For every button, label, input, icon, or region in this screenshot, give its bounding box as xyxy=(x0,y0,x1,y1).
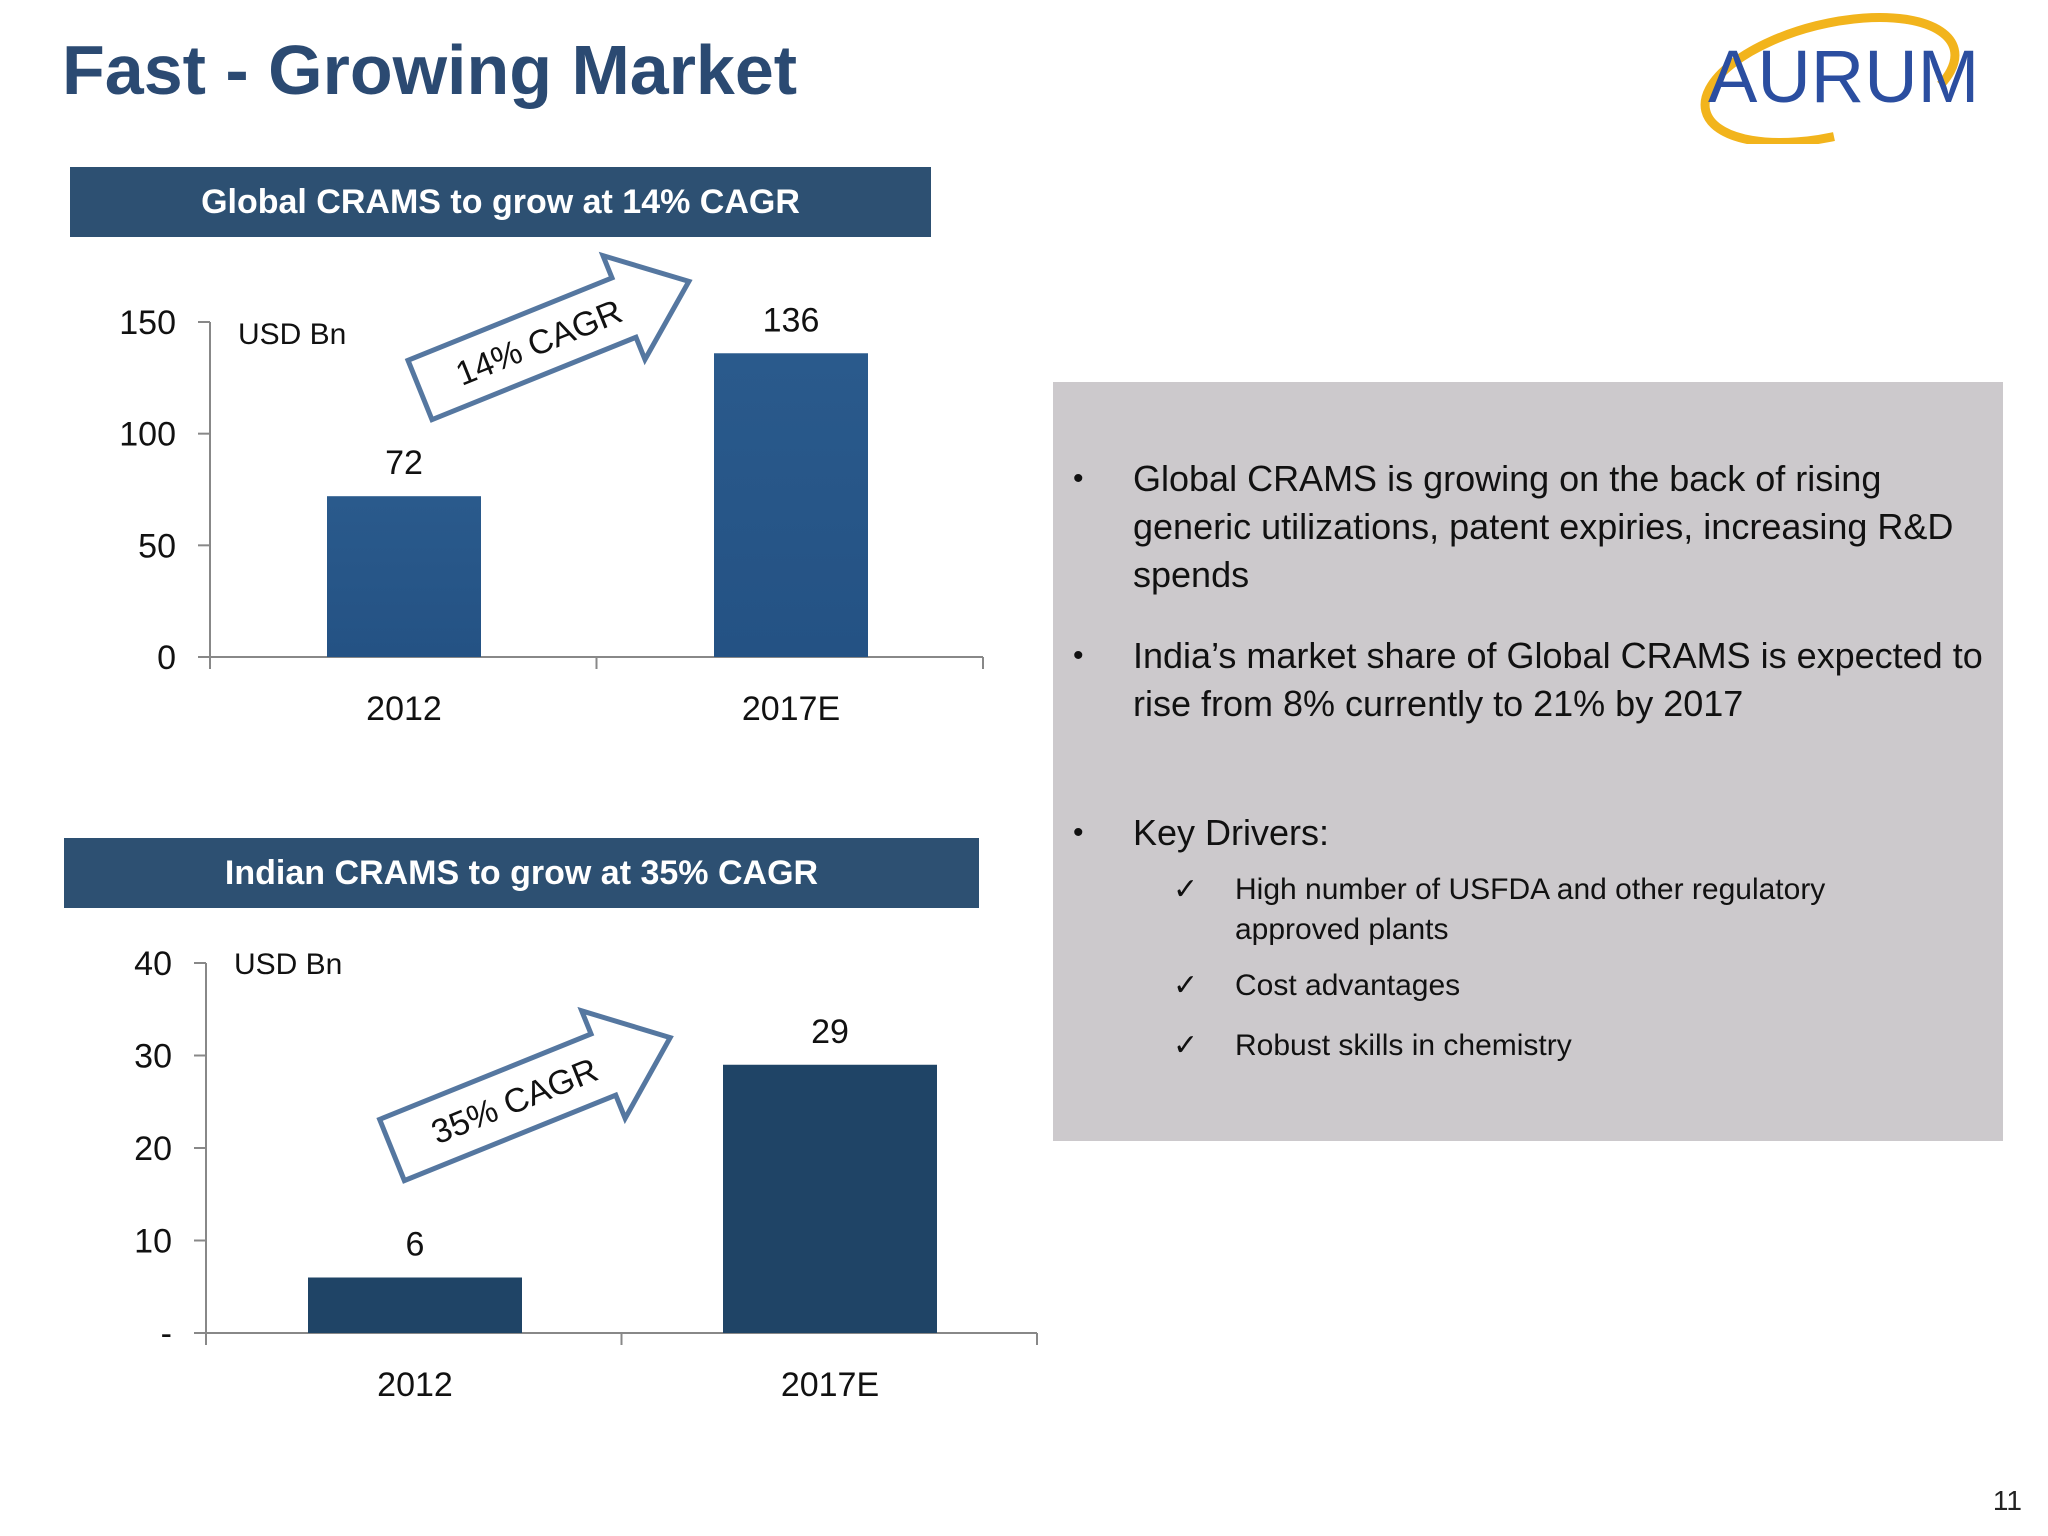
bullet-dot: • xyxy=(1073,639,1084,672)
key-points-panel: • Global CRAMS is growing on the back of… xyxy=(1053,382,2003,1141)
bullet-dot: • xyxy=(1073,816,1084,849)
chart2: - 10 20 30 40 USD Bn 6 2012 29 2017E 35% CAGR xyxy=(134,945,1038,1404)
bar xyxy=(723,1064,937,1333)
bullet-dot: • xyxy=(1073,462,1084,495)
chart2-header: Indian CRAMS to grow at 35% CAGR xyxy=(64,838,979,908)
check-icon: ✓ xyxy=(1173,873,1199,906)
y-tick-label: 30 xyxy=(134,1038,172,1076)
cagr-arrow: 35% CAGR xyxy=(376,1006,674,1184)
bullet-text: India’s market share of Global CRAMS is … xyxy=(1133,635,1983,724)
y-tick-label: 40 xyxy=(134,945,172,983)
check-icon: ✓ xyxy=(1173,1029,1199,1062)
y-tick-label: 0 xyxy=(157,639,176,677)
arrow-shape xyxy=(376,1006,674,1184)
page-number: 11 xyxy=(1992,1485,2022,1516)
y-tick-label: 10 xyxy=(134,1223,172,1261)
driver-text: High number of USFDA and other regulator… xyxy=(1235,873,1826,946)
driver-text: Robust skills in chemistry xyxy=(1235,1029,1572,1062)
category-label: 2017E xyxy=(781,1366,879,1404)
y-tick-label: 100 xyxy=(119,416,176,454)
bar xyxy=(327,496,481,657)
bar xyxy=(308,1277,522,1333)
y-tick-label: 150 xyxy=(119,304,176,342)
chart1: 0 50 100 150 USD Bn 72 2012 136 2017E 14% CAGR xyxy=(119,251,984,728)
unit-label: USD Bn xyxy=(234,948,342,981)
arrow-shape xyxy=(404,251,693,423)
data-label: 29 xyxy=(811,1013,849,1051)
category-label: 2017E xyxy=(742,690,840,728)
y-tick-label: 50 xyxy=(138,527,176,565)
data-label: 6 xyxy=(406,1226,425,1264)
aurum-logo: AURUM xyxy=(1698,10,1979,144)
data-label: 136 xyxy=(763,301,820,339)
category-label: 2012 xyxy=(377,1366,453,1404)
cagr-arrow: 14% CAGR xyxy=(404,251,693,423)
y-tick-label: - xyxy=(161,1315,172,1353)
driver-text: Cost advantages xyxy=(1235,969,1461,1002)
bullet-text: Global CRAMS is growing on the back of r… xyxy=(1133,458,1954,595)
bullet-text: Key Drivers: xyxy=(1133,812,1330,853)
bar xyxy=(714,353,868,657)
data-label: 72 xyxy=(385,444,423,482)
slide-title: Fast - Growing Market xyxy=(62,31,798,109)
check-icon: ✓ xyxy=(1173,969,1199,1002)
unit-label: USD Bn xyxy=(238,318,346,351)
chart1-header: Global CRAMS to grow at 14% CAGR xyxy=(70,167,931,237)
bar-charts: 0 50 100 150 USD Bn 72 2012 136 2017E 14% CAGR - 1… xyxy=(119,251,1038,1404)
category-label: 2012 xyxy=(366,690,442,728)
logo-wordmark: AURUM xyxy=(1708,35,1979,118)
y-tick-label: 20 xyxy=(134,1130,172,1168)
